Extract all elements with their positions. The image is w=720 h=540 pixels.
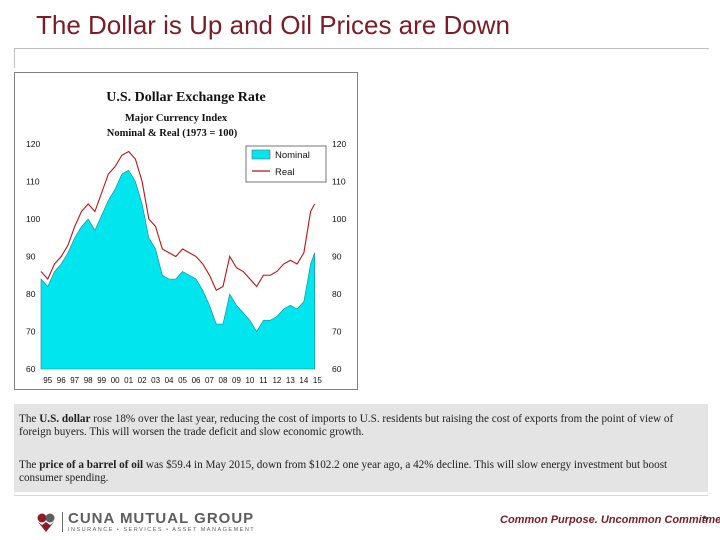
x-tick-label: 02: [138, 376, 147, 385]
x-tick-label: 97: [70, 376, 79, 385]
x-tick-label: 12: [272, 376, 281, 385]
series-real-line: [40, 150, 316, 292]
chart-svg: U.S. Dollar Exchange Rate Major Currency…: [14, 72, 358, 390]
x-tick-label: 06: [192, 376, 201, 385]
commentary-oil: The price of a barrel of oil was $59.4 i…: [19, 459, 699, 485]
x-tick-label: 96: [57, 376, 66, 385]
y-tick-label-right: 90: [332, 252, 342, 262]
para2-before: The: [19, 459, 40, 471]
x-tick-label: 99: [97, 376, 106, 385]
legend-label-nominal: Nominal: [275, 150, 310, 161]
chart-subtitle: Major Currency Index: [125, 113, 228, 124]
series-nominal-area: [40, 169, 315, 370]
legend-label-real: Real: [275, 167, 295, 178]
y-tick-label-right: 70: [332, 327, 342, 337]
y-tick-label-right: 100: [332, 214, 346, 224]
chart-subtitle-2: Nominal & Real (1973 = 100): [107, 128, 238, 139]
logo-separator: [62, 512, 63, 532]
legend-box: [245, 145, 327, 183]
commentary-box: The U.S. dollar rose 18% over the last y…: [14, 404, 708, 492]
y-tick-label-left: 120: [26, 139, 40, 149]
x-tick-label: 95: [43, 376, 52, 385]
x-tick-label: 98: [84, 376, 93, 385]
y-tick-label-left: 100: [26, 214, 40, 224]
y-tick-label-right: 110: [332, 177, 346, 187]
y-tick-label-right: 80: [332, 289, 342, 299]
page-number: 8: [703, 516, 707, 523]
x-tick-label: 00: [111, 376, 120, 385]
para2-after: was $59.4 in May 2015, down from $102.2 …: [19, 459, 668, 484]
footer-divider: [14, 495, 708, 496]
chart-legend: Nominal Real: [245, 145, 327, 183]
y-tick-label-left: 90: [26, 252, 36, 262]
x-tick-label: 10: [245, 376, 254, 385]
commentary-dollar: The U.S. dollar rose 18% over the last y…: [19, 413, 699, 439]
dollar-exchange-chart: U.S. Dollar Exchange Rate Major Currency…: [14, 72, 358, 390]
title-divider-left: [14, 48, 15, 68]
y-tick-label-right: 60: [332, 364, 342, 374]
para1-bold: U.S. dollar: [39, 413, 91, 425]
para1-before: The: [19, 413, 40, 425]
para2-bold: price of a barrel of oil: [39, 459, 144, 471]
y-tick-label-right: 120: [332, 139, 346, 149]
x-tick-label: 09: [232, 376, 241, 385]
y-tick-label-left: 110: [26, 177, 40, 187]
x-tick-label: 11: [259, 376, 268, 385]
y-tick-label-left: 60: [26, 364, 36, 374]
title-divider: [14, 48, 709, 49]
logo-tagline: INSURANCE • SERVICES • ASSET MANAGEMENT: [68, 527, 256, 533]
logo-emblem-icon: [37, 513, 55, 532]
slide-title: The Dollar is Up and Oil Prices are Down: [36, 10, 510, 40]
para1-after: rose 18% over the last year, reducing th…: [19, 413, 674, 438]
logo-name: CUNA MUTUAL GROUP: [68, 510, 255, 527]
x-tick-label: 07: [205, 376, 214, 385]
legend-swatch-nominal: [251, 149, 271, 160]
x-tick-label: 15: [313, 376, 322, 385]
x-tick-label: 01: [124, 376, 133, 385]
y-tick-label-left: 80: [26, 289, 36, 299]
chart-title: U.S. Dollar Exchange Rate: [106, 90, 266, 105]
y-tick-label-left: 70: [26, 327, 36, 337]
series-layer: [40, 150, 316, 370]
x-tick-label: 03: [151, 376, 160, 385]
x-tick-label: 04: [165, 376, 174, 385]
x-tick-label: 14: [299, 376, 308, 385]
x-tick-label: 13: [286, 376, 295, 385]
x-tick-label: 05: [178, 376, 187, 385]
x-tick-label: 08: [219, 376, 228, 385]
footer-tagline: Common Purpose. Uncommon Commitment.: [500, 514, 720, 526]
